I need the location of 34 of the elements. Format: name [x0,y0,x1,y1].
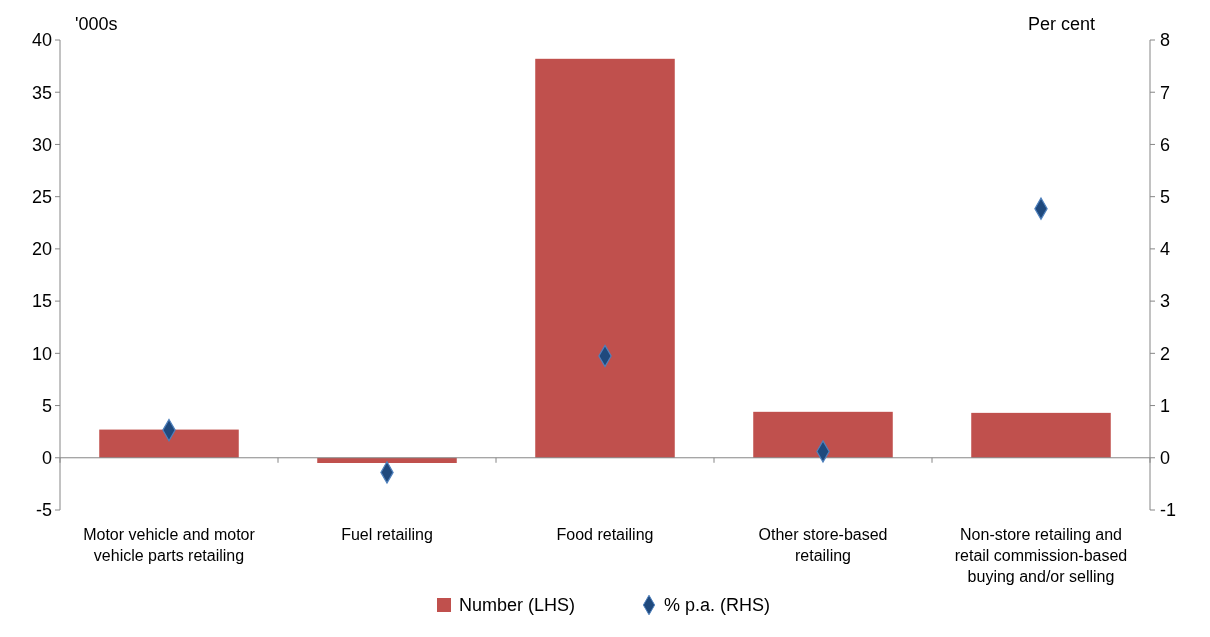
y-tick-label: -5 [35,500,52,521]
x-tick-label: Non-store retailing and retail commission-based buying and/or selling [954,526,1128,585]
y-tick-label: 35 [31,82,52,103]
y2-tick-label: 7 [1160,82,1171,103]
y2-tick-label: 8 [1160,30,1171,51]
y-tick-label: 25 [31,186,52,207]
y2-tick-label: 6 [1160,134,1171,155]
bar [971,412,1111,458]
y2-tick-label: 5 [1160,186,1171,207]
y-tick-label: 40 [31,30,52,51]
bar [535,58,675,458]
y-tick-label: 30 [31,134,52,155]
y-tick-label: 20 [31,239,52,260]
x-tick-label: Other store-based retailing [758,526,888,564]
x-tick-label: Fuel retailing [341,526,433,543]
legend-label: Number (LHS) [459,595,576,616]
bar [99,429,239,458]
y2-tick-label: -1 [1160,500,1177,521]
y2-tick-label: 0 [1160,448,1171,469]
y-tick-label: 0 [41,448,52,469]
x-tick-label: Motor vehicle and motor vehicle parts retailing [83,526,256,564]
y2-tick-label: 1 [1160,395,1171,416]
y-tick-label: 15 [31,291,52,312]
x-tick-label: Food retailing [556,526,654,543]
bar [753,411,893,458]
y-tick-label: 5 [41,395,52,416]
y2-tick-label: 2 [1160,343,1171,364]
y2-tick-label: 4 [1160,239,1171,260]
y-axis-title: '000s [75,14,118,34]
y-tick-label: 10 [31,343,52,364]
y2-tick-label: 3 [1160,291,1171,312]
bar [317,457,457,463]
y2-axis-title: Per cent [1027,14,1095,34]
legend-label: % p.a. (RHS) [664,595,771,616]
